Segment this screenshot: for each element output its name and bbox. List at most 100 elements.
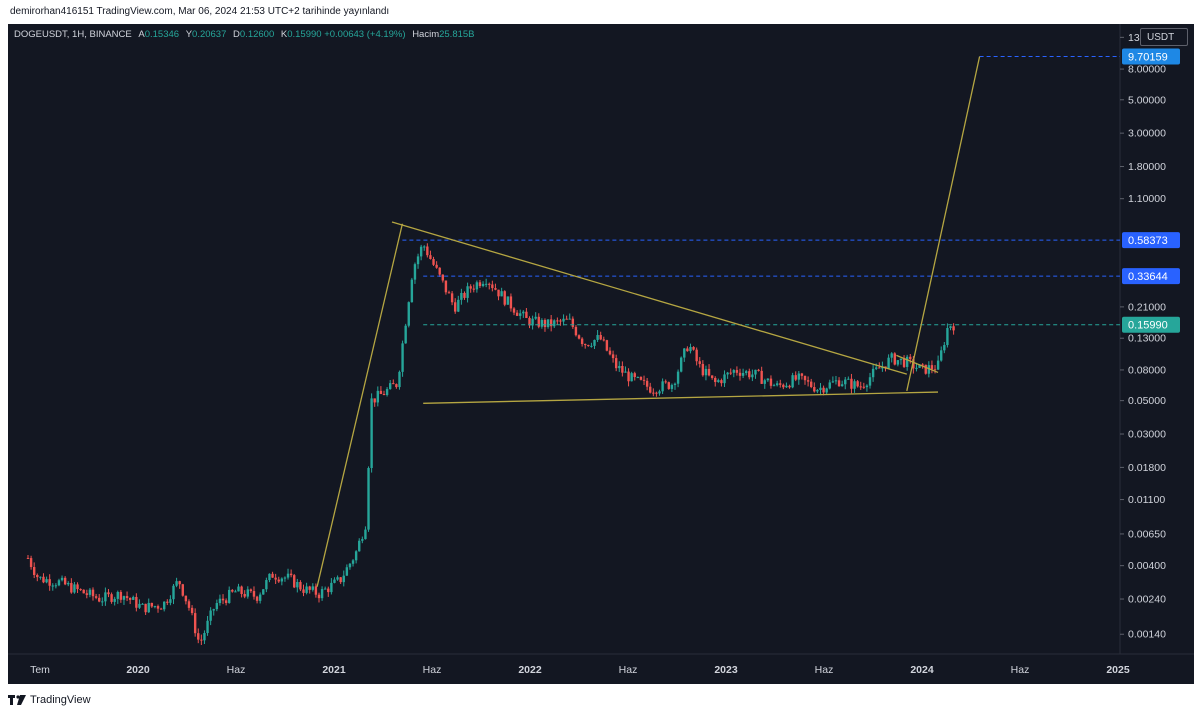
candle-body bbox=[902, 358, 906, 367]
candle-body bbox=[392, 383, 395, 385]
candle-body bbox=[636, 376, 640, 378]
candle-body bbox=[286, 573, 290, 578]
candle-body bbox=[488, 283, 491, 285]
candle-body bbox=[212, 609, 215, 611]
candle-body bbox=[441, 274, 445, 281]
candle-body bbox=[655, 392, 658, 394]
candle-body bbox=[116, 591, 119, 599]
candle-body bbox=[302, 589, 305, 593]
time-tick-label: 2025 bbox=[1106, 664, 1130, 676]
candle-body bbox=[868, 377, 872, 386]
candle-body bbox=[345, 567, 349, 576]
candle-body bbox=[584, 344, 587, 346]
chart-frame[interactable]: 13.000008.000005.000003.000001.800001.10… bbox=[8, 24, 1194, 684]
candle-body bbox=[797, 373, 801, 380]
candle-body bbox=[308, 586, 311, 590]
candle-body bbox=[218, 598, 222, 604]
trendline[interactable] bbox=[316, 223, 404, 587]
currency-button[interactable]: USDT bbox=[1140, 28, 1188, 46]
candle-body bbox=[859, 386, 862, 388]
candle-body bbox=[104, 592, 107, 602]
change-value: +0.00643 (+4.19%) bbox=[324, 29, 406, 40]
candle-body bbox=[98, 597, 101, 602]
candle-body bbox=[905, 356, 909, 367]
candle-body bbox=[336, 577, 339, 580]
candle-body bbox=[927, 365, 931, 374]
candle-body bbox=[60, 577, 64, 581]
candle-body bbox=[190, 607, 194, 614]
candle-body bbox=[457, 299, 460, 312]
candle-body bbox=[26, 557, 30, 559]
candle-body bbox=[515, 312, 519, 316]
low-value: 0.12600 bbox=[239, 29, 275, 40]
candle-body bbox=[878, 367, 881, 369]
price-tick-label: 0.03000 bbox=[1128, 429, 1166, 441]
candle-body bbox=[491, 284, 494, 289]
candle-body bbox=[766, 378, 770, 381]
price-label-badge bbox=[1122, 232, 1180, 249]
candle-body bbox=[760, 370, 763, 384]
trendline[interactable] bbox=[391, 221, 907, 375]
candle-body bbox=[599, 335, 602, 340]
trendline[interactable] bbox=[423, 391, 939, 404]
candle-body bbox=[726, 372, 729, 375]
candle-body bbox=[664, 381, 667, 383]
candle-body bbox=[197, 633, 200, 640]
candle-body bbox=[633, 373, 636, 378]
candle-body bbox=[546, 319, 550, 328]
candle-body bbox=[246, 589, 249, 597]
low-label: D bbox=[233, 29, 240, 40]
candle-body bbox=[871, 368, 875, 378]
candle-body bbox=[748, 371, 751, 378]
price-tick-label: 0.01800 bbox=[1128, 462, 1166, 474]
candle-body bbox=[568, 318, 571, 320]
candle-body bbox=[274, 577, 277, 580]
candle-body bbox=[475, 282, 479, 290]
candle-body bbox=[466, 286, 469, 298]
candle-body bbox=[506, 296, 510, 305]
symbol-name: DOGEUSDT, 1H, BINANCE bbox=[14, 29, 132, 40]
candle-body bbox=[224, 600, 228, 603]
candle-body bbox=[48, 579, 51, 586]
candle-body bbox=[351, 560, 355, 564]
candle-body bbox=[333, 579, 336, 583]
candle-body bbox=[283, 577, 287, 579]
candle-body bbox=[119, 591, 123, 600]
candle-body bbox=[509, 296, 513, 309]
candle-body bbox=[153, 606, 157, 608]
candle-body bbox=[763, 380, 766, 384]
candle-body bbox=[419, 246, 423, 257]
time-tick-label: Haz bbox=[227, 664, 246, 676]
time-tick-label: Haz bbox=[423, 664, 442, 676]
candle-body bbox=[79, 589, 82, 591]
candle-body bbox=[587, 345, 590, 347]
close-value: 0.15990 bbox=[287, 29, 322, 40]
candle-body bbox=[320, 589, 324, 599]
candle-body bbox=[528, 317, 531, 326]
trendline[interactable] bbox=[896, 354, 939, 374]
candle-body bbox=[166, 601, 169, 603]
trendline[interactable] bbox=[906, 56, 981, 392]
time-tick-label: Haz bbox=[815, 664, 834, 676]
candle-body bbox=[757, 369, 760, 371]
price-chart[interactable]: 13.000008.000005.000003.000001.800001.10… bbox=[8, 24, 1194, 684]
price-tick-label: 0.00400 bbox=[1128, 560, 1166, 572]
candle-body bbox=[503, 291, 506, 305]
candle-body bbox=[816, 390, 819, 392]
candle-body bbox=[500, 291, 503, 297]
candle-body bbox=[110, 594, 113, 602]
candle-body bbox=[890, 353, 893, 358]
candle-body bbox=[686, 348, 689, 352]
price-label-badge bbox=[1122, 48, 1180, 65]
candle-body bbox=[379, 390, 383, 395]
candle-body bbox=[361, 539, 364, 541]
candle-body bbox=[385, 389, 389, 395]
candle-body bbox=[323, 588, 327, 590]
candle-body bbox=[580, 338, 584, 345]
candle-body bbox=[262, 589, 265, 595]
open-value: 0.15346 bbox=[144, 29, 180, 40]
candle-body bbox=[450, 293, 454, 303]
candle-body bbox=[949, 326, 952, 329]
candle-body bbox=[899, 358, 903, 361]
candle-body bbox=[317, 594, 321, 599]
